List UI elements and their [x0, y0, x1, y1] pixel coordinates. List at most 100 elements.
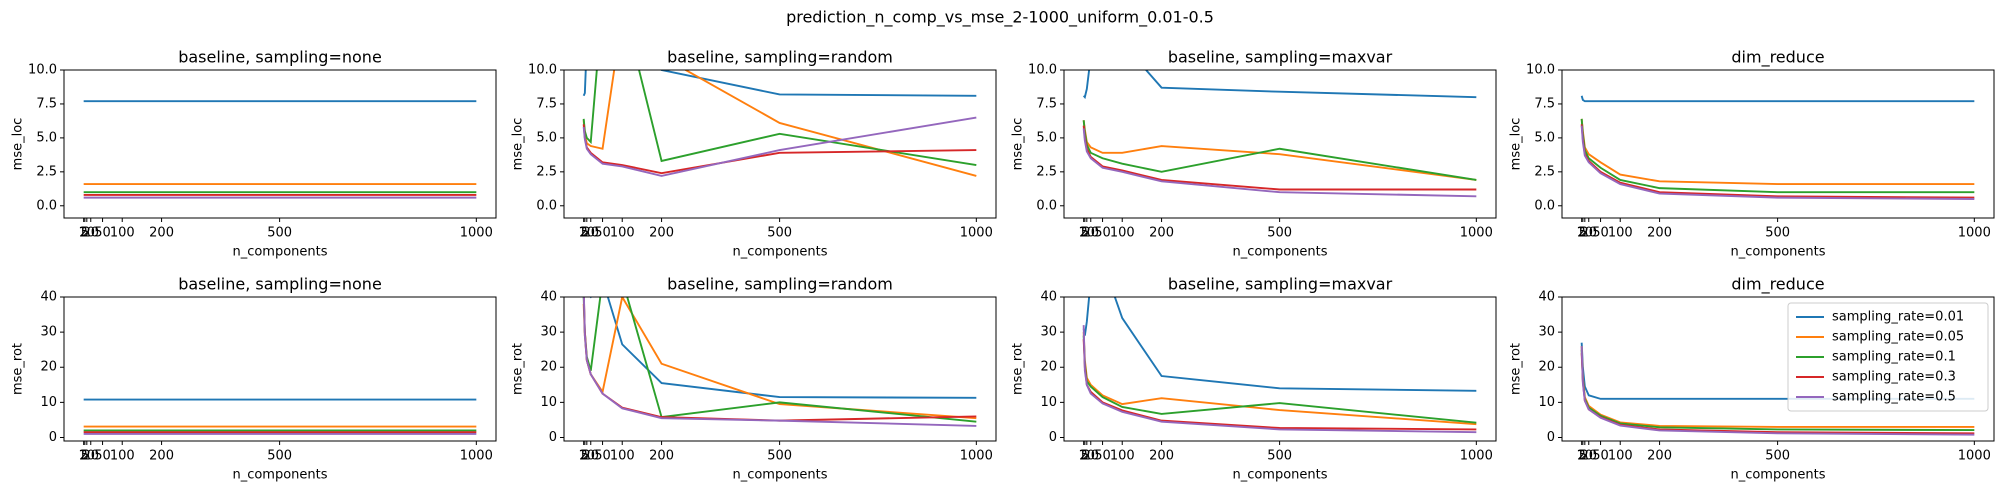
- x-tick-label: 200: [149, 226, 174, 241]
- x-tick-label: 2: [1080, 449, 1088, 464]
- x-tick-label: 200: [1149, 449, 1174, 464]
- axes-frame: [1063, 296, 1497, 442]
- x-tick-label: 50: [1094, 449, 1111, 464]
- x-tick-label: 200: [1149, 226, 1174, 241]
- y-tick-label: 10.0: [528, 63, 557, 78]
- y-tick-label: 0.0: [1534, 198, 1555, 213]
- x-tick-label: 5: [1579, 226, 1587, 241]
- axes-frame: [1561, 69, 1995, 219]
- plot-lines: [1580, 342, 1975, 436]
- x-tick-label: 50: [1592, 226, 1609, 241]
- y-axis-label: mse_rot: [1011, 343, 1026, 395]
- legend-label: sampling_rate=0.5: [1832, 390, 1956, 405]
- x-tick-label: 500: [1267, 449, 1292, 464]
- y-tick-label: 30: [1040, 325, 1057, 340]
- x-tick-label: 20: [82, 226, 99, 241]
- x-tick-label: 10: [79, 449, 96, 464]
- y-tick-label: 2.5: [536, 164, 557, 179]
- x-tick-label: 100: [1110, 226, 1135, 241]
- x-tick-label: 10: [579, 449, 596, 464]
- y-tick-label: 0.0: [36, 198, 57, 213]
- x-tick-label: 2: [1578, 226, 1586, 241]
- x-tick-label: 100: [110, 226, 135, 241]
- x-tick-label: 200: [1647, 449, 1672, 464]
- x-tick-label: 5: [581, 449, 589, 464]
- x-axis-label: n_components: [232, 468, 327, 483]
- x-tick-label: 200: [649, 226, 674, 241]
- series-line: [1082, 128, 1477, 198]
- y-tick-label: 20: [540, 360, 557, 375]
- legend-label: sampling_rate=0.3: [1832, 370, 1956, 385]
- series-line: [582, 116, 977, 177]
- y-tick-label: 7.5: [1534, 96, 1555, 111]
- x-tick-label: 2: [80, 449, 88, 464]
- y-tick-label: 5.0: [1036, 130, 1057, 145]
- y-tick-label: 10: [1538, 395, 1555, 410]
- x-tick-label: 1000: [1958, 226, 1991, 241]
- axes-frame: [563, 296, 997, 442]
- y-tick-label: 10: [540, 395, 557, 410]
- x-tick-label: 50: [94, 449, 111, 464]
- plot-lines: [582, 70, 977, 177]
- x-tick-label: 2: [580, 449, 588, 464]
- y-tick-label: 40: [1040, 290, 1057, 305]
- x-tick-label: 100: [610, 449, 635, 464]
- subplot-title: dim_reduce: [1731, 275, 1824, 295]
- x-tick-label: 10: [1577, 226, 1594, 241]
- x-tick-label: 20: [1580, 449, 1597, 464]
- x-tick-label: 5: [581, 226, 589, 241]
- y-tick-label: 0: [1547, 430, 1555, 445]
- axes-frame: [63, 296, 497, 442]
- x-tick-label: 500: [267, 226, 292, 241]
- subplot-title: baseline, sampling=none: [178, 275, 382, 294]
- x-axis-label: n_components: [732, 468, 827, 483]
- subplot-title: baseline, sampling=none: [178, 48, 382, 67]
- x-tick-label: 10: [79, 226, 96, 241]
- legend-label: sampling_rate=0.05: [1832, 330, 1964, 345]
- y-tick-label: 40: [40, 290, 57, 305]
- y-axis-label: mse_rot: [11, 343, 26, 395]
- y-tick-label: 30: [1538, 325, 1555, 340]
- plot-lines: [1082, 70, 1477, 198]
- x-tick-label: 5: [81, 226, 89, 241]
- x-tick-label: 20: [1082, 226, 1099, 241]
- series-line: [1082, 70, 1477, 100]
- axes-frame: [1063, 69, 1497, 219]
- x-tick-label: 500: [767, 449, 792, 464]
- x-tick-label: 20: [1580, 226, 1597, 241]
- y-tick-label: 0: [549, 430, 557, 445]
- y-tick-label: 20: [40, 360, 57, 375]
- x-tick-label: 50: [94, 226, 111, 241]
- y-tick-label: 5.0: [1534, 130, 1555, 145]
- x-tick-label: 10: [1079, 226, 1096, 241]
- y-tick-label: 0.0: [536, 198, 557, 213]
- y-axis-label: mse_loc: [11, 118, 26, 171]
- figure-title: prediction_n_comp_vs_mse_2-1000_uniform_…: [786, 8, 1214, 28]
- series-line: [582, 297, 977, 427]
- series-line: [1082, 325, 1477, 434]
- x-axis-label: n_components: [1232, 245, 1327, 260]
- x-tick-label: 200: [649, 449, 674, 464]
- plot-lines: [83, 100, 477, 199]
- x-axis-label: n_components: [1232, 468, 1327, 483]
- x-tick-label: 1000: [960, 226, 993, 241]
- y-tick-label: 20: [1040, 360, 1057, 375]
- x-tick-label: 500: [1267, 226, 1292, 241]
- x-tick-label: 50: [594, 226, 611, 241]
- plot-lines: [582, 297, 977, 427]
- subplot-title: baseline, sampling=maxvar: [1168, 48, 1393, 67]
- x-tick-label: 1000: [960, 449, 993, 464]
- y-tick-label: 5.0: [536, 130, 557, 145]
- x-tick-label: 5: [81, 449, 89, 464]
- y-tick-label: 2.5: [1036, 164, 1057, 179]
- x-tick-label: 500: [767, 226, 792, 241]
- x-tick-label: 100: [1608, 226, 1633, 241]
- x-tick-label: 2: [80, 226, 88, 241]
- x-tick-label: 500: [267, 449, 292, 464]
- series-line: [1580, 346, 1975, 436]
- x-tick-label: 5: [1081, 449, 1089, 464]
- y-tick-label: 0: [49, 430, 57, 445]
- x-tick-label: 10: [579, 226, 596, 241]
- axes-frame: [63, 69, 497, 219]
